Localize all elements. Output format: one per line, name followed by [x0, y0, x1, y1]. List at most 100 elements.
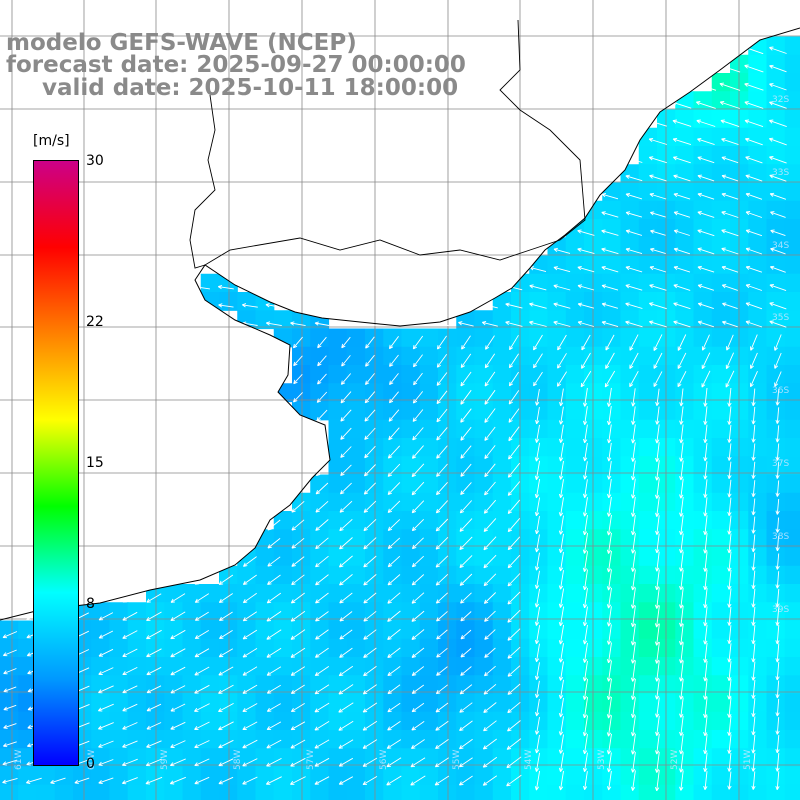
wind-speed-cell: [711, 419, 731, 439]
wind-arrow: [677, 334, 687, 351]
wind-speed-cell: [401, 492, 421, 512]
wind-speed-cell: [401, 602, 421, 622]
wind-speed-cell: [657, 456, 676, 476]
wind-arrow: [534, 662, 540, 680]
wind-speed-cell: [492, 584, 512, 603]
wind-arrow: [751, 461, 756, 479]
wind-arrow: [769, 265, 786, 273]
wind-arrow: [727, 625, 732, 645]
wind-arrow: [194, 611, 209, 621]
wind-arrow: [582, 569, 588, 591]
wind-speed-cell: [310, 602, 330, 622]
wind-speed-cell: [419, 711, 439, 731]
wind-speed-cell: [346, 401, 366, 421]
wind-arrow: [507, 481, 521, 496]
wind-arrow: [386, 775, 402, 786]
wind-arrow: [701, 370, 711, 388]
wind-arrow: [266, 684, 281, 694]
wind-arrow: [436, 611, 448, 622]
wind-speed-cell: [109, 784, 129, 800]
wind-speed-cell: [602, 602, 622, 622]
wind-arrow: [534, 680, 540, 698]
wind-speed-cell: [766, 292, 786, 311]
wind-speed-cell: [219, 675, 238, 695]
wind-speed-cell: [346, 383, 366, 403]
wind-speed-cell: [182, 602, 202, 622]
wind-speed-cell: [657, 474, 676, 494]
wind-speed-cell: [292, 730, 311, 749]
wind-speed-cell: [711, 638, 731, 658]
wind-speed-cell: [310, 492, 330, 512]
wind-arrow: [775, 498, 780, 515]
wind-speed-cell: [693, 638, 713, 658]
wind-speed-cell: [474, 438, 494, 457]
wind-arrow: [436, 666, 448, 676]
wind-speed-cell: [584, 602, 603, 622]
wind-arrow: [435, 518, 449, 532]
wind-speed-cell: [492, 328, 512, 348]
wind-speed-cell: [438, 474, 457, 494]
wind-arrow: [338, 684, 354, 695]
wind-speed-cell: [748, 182, 768, 202]
wind-speed-cell: [766, 36, 786, 56]
wind-arrow: [170, 703, 186, 712]
wind-speed-cell: [182, 711, 202, 731]
wind-arrow: [701, 334, 710, 351]
wind-speed-cell: [730, 219, 749, 238]
latitude-label: 36S: [772, 386, 790, 396]
wind-speed-cell: [492, 784, 512, 800]
wind-speed-cell: [383, 693, 403, 713]
wind-speed-cell: [127, 748, 147, 768]
wind-arrow: [460, 389, 472, 405]
wind-arrow: [655, 515, 660, 535]
wind-arrow: [338, 321, 353, 327]
wind-speed-cell: [401, 730, 421, 749]
wind-arrow: [317, 355, 327, 367]
wind-speed-cell: [638, 164, 658, 184]
wind-speed-cell: [18, 784, 38, 800]
wind-speed-cell: [474, 529, 494, 549]
wind-arrow: [267, 574, 281, 585]
wind-speed-cell: [547, 547, 567, 567]
wind-arrow: [648, 320, 667, 328]
wind-arrow: [630, 770, 636, 791]
wind-arrow: [556, 371, 567, 387]
wind-speed-cell: [346, 638, 366, 658]
wind-speed-cell: [383, 529, 403, 549]
wind-speed-cell: [182, 748, 202, 768]
wind-speed-cell: [711, 255, 731, 275]
wind-speed-cell: [273, 730, 293, 749]
wind-speed-cell: [748, 219, 768, 238]
wind-speed-cell: [657, 584, 676, 603]
wind-speed-cell: [784, 565, 800, 585]
wind-speed-cell: [730, 73, 749, 92]
wind-speed-cell: [784, 328, 800, 348]
wind-arrow: [654, 770, 660, 792]
wind-speed-cell: [438, 638, 457, 658]
wind-speed-cell: [730, 547, 749, 567]
wind-speed-cell: [565, 492, 585, 512]
wind-speed-cell: [365, 784, 384, 800]
wind-arrow: [697, 284, 715, 291]
wind-speed-cell: [328, 748, 348, 768]
wind-arrow: [387, 445, 401, 459]
wind-arrow: [604, 370, 616, 388]
wind-speed-cell: [419, 401, 439, 421]
wind-arrow: [290, 629, 306, 640]
wind-arrow: [435, 702, 449, 713]
wind-speed-cell: [565, 346, 585, 366]
wind-speed-cell: [328, 638, 348, 658]
wind-arrow: [363, 610, 377, 622]
wind-speed-cell: [711, 146, 731, 165]
wind-speed-cell: [0, 657, 19, 676]
wind-speed-cell: [456, 492, 476, 512]
wind-speed-cell: [766, 456, 786, 476]
wind-arrow: [582, 424, 588, 444]
wind-arrow: [362, 702, 378, 713]
wind-speed-cell: [383, 748, 403, 768]
wind-speed-cell: [346, 328, 366, 348]
wind-speed-cell: [383, 328, 403, 348]
wind-speed-cell: [657, 146, 676, 165]
wind-speed-cell: [766, 602, 786, 622]
